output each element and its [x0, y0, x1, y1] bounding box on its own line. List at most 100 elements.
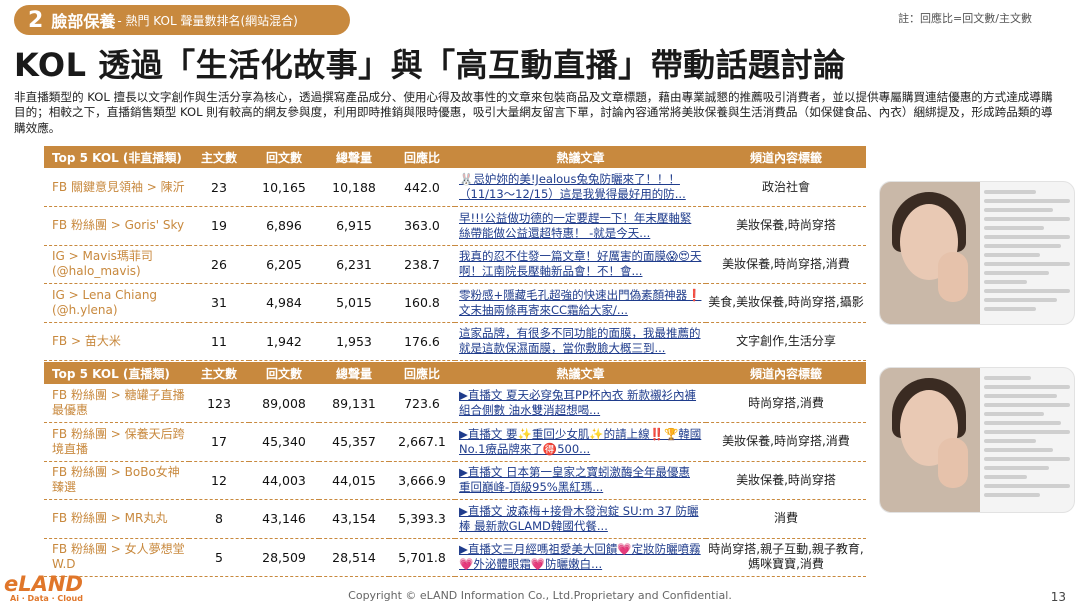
header-article: 熱議文章	[455, 362, 706, 384]
content-tag: 時尚穿搭,消費	[706, 384, 866, 423]
table-row: IG > Mavis瑪菲司 (@halo_mavis) 26 6,205 6,2…	[44, 245, 866, 284]
reply-count: 43,146	[249, 499, 319, 539]
main-count: 23	[189, 168, 249, 207]
header-kol: Top 5 KOL (直播類)	[44, 362, 189, 384]
header-tag: 頻道內容標籤	[706, 146, 866, 168]
kol-name: IG > Lena Chiang (@h.ylena)	[44, 283, 189, 323]
content-tag: 消費	[706, 499, 866, 539]
header-kol: Top 5 KOL (非直播類)	[44, 146, 189, 168]
table-header: Top 5 KOL (非直播類) 主文數 回文數 總聲量 回應比 熱議文章 頻道…	[44, 146, 866, 168]
table-row: FB 粉絲團 > Goris' Sky 19 6,896 6,915 363.0…	[44, 206, 866, 246]
kol-name: FB 粉絲團 > BoBo女神臻選	[44, 461, 189, 500]
kol-name: FB 粉絲團 > 保養天后跨境直播	[44, 422, 189, 462]
main-count: 123	[189, 384, 249, 423]
table-row: FB 粉絲團 > 糖罐子直播最優惠 123 89,008 89,131 723.…	[44, 384, 866, 423]
article-link[interactable]: 🐰忌妒妳的美!Jealous兔兔防曬來了！！！（11/13～12/15）這是我覺…	[459, 172, 686, 201]
description: 非直播類型的 KOL 擅長以文字創作與生活分享為核心，透過撰寫產品成分、使用心得…	[14, 90, 1053, 135]
article-link[interactable]: 我真的忍不住發一篇文章！好厲害的面膜😱😍天啊！江南院長壓軸新品會！不！會...	[459, 249, 702, 279]
ratio: 723.6	[389, 384, 455, 423]
main-count: 5	[189, 538, 249, 577]
total-count: 10,188	[319, 168, 389, 207]
main-count: 19	[189, 206, 249, 246]
kol-name: FB > 苗大米	[44, 322, 189, 361]
ratio: 160.8	[389, 283, 455, 323]
total-count: 44,015	[319, 461, 389, 500]
header-ratio: 回應比	[389, 146, 455, 168]
total-count: 6,231	[319, 245, 389, 284]
copyright: Copyright © eLAND Information Co., Ltd.P…	[348, 589, 732, 602]
kol-photo	[880, 368, 980, 512]
table-row: IG > Lena Chiang (@h.ylena) 31 4,984 5,0…	[44, 283, 866, 323]
article-link[interactable]: 這家品牌，有很多不同功能的面膜，我最推薦的就是這款保濕面膜，當你敷臉大概三到..…	[459, 326, 701, 356]
total-count: 6,915	[319, 206, 389, 246]
post-screenshot-image	[879, 181, 1075, 325]
header-total: 總聲量	[319, 362, 389, 384]
header-main: 主文數	[189, 362, 249, 384]
table-row: FB 粉絲團 > BoBo女神臻選 12 44,003 44,015 3,666…	[44, 461, 866, 500]
content-tag: 美妝保養,時尚穿搭,消費	[706, 245, 866, 284]
article-link[interactable]: 早!!!公益做功德的一定要趕一下！年末壓軸緊絲帶能做公益還超特惠！ -就是今天.…	[459, 210, 692, 240]
section-pill: 2 臉部保養 - 熱門 KOL 聲量數排名(網站混合)	[14, 5, 350, 35]
reply-count: 44,003	[249, 461, 319, 500]
content-tag: 美妝保養,時尚穿搭,消費	[706, 422, 866, 462]
post-screenshot-image	[879, 367, 1075, 513]
reply-count: 10,165	[249, 168, 319, 207]
content-tag: 美妝保養,時尚穿搭	[706, 461, 866, 500]
article-link[interactable]: ▶直播文 夏天必穿兔耳PP杯內衣 新款襯衫內褲組合側數 油水雙消超想喝...	[459, 388, 697, 417]
page-number: 13	[1050, 590, 1066, 604]
post-text-lines	[984, 376, 1070, 504]
main-count: 17	[189, 422, 249, 462]
content-tag: 時尚穿搭,親子互動,親子教育,媽咪寶寶,消費	[706, 538, 866, 577]
reply-count: 1,942	[249, 322, 319, 361]
main-count: 12	[189, 461, 249, 500]
article-link[interactable]: 零粉感+隱藏毛孔超強的快速出門偽素顏神器❗文末抽兩條再寄來CC霜給大家/...	[459, 287, 702, 317]
article-link[interactable]: ▶直播文 日本第一皇家之寶蚓激酶全年最優惠 重回巔峰-頂級95%黑紅瑪...	[459, 465, 690, 495]
content-tag: 美食,美妝保養,時尚穿搭,攝影	[706, 283, 866, 323]
total-count: 45,357	[319, 422, 389, 462]
reply-count: 89,008	[249, 384, 319, 423]
logo-tagline: Ai · Data · Cloud	[10, 594, 83, 603]
kol-photo	[880, 182, 980, 324]
kol-name: FB 粉絲團 > 糖罐子直播最優惠	[44, 384, 189, 423]
total-count: 1,953	[319, 322, 389, 361]
reply-count: 45,340	[249, 422, 319, 462]
reply-count: 28,509	[249, 538, 319, 577]
article-link[interactable]: ▶直播文 要✨重回少女肌✨的請上線‼️🏆韓國No.1療品牌來了🉐500...	[459, 426, 702, 456]
section-subtitle: - 熱門 KOL 聲量數排名(網站混合)	[117, 13, 298, 28]
section-number: 2	[28, 7, 44, 33]
total-count: 89,131	[319, 384, 389, 423]
table-row: FB 關鍵意見領袖 > 陳沂 23 10,165 10,188 442.0 🐰忌…	[44, 168, 866, 207]
header-reply: 回文數	[249, 146, 319, 168]
ratio: 3,666.9	[389, 461, 455, 500]
total-count: 43,154	[319, 499, 389, 539]
ratio: 5,701.8	[389, 538, 455, 577]
kol-name: FB 關鍵意見領袖 > 陳沂	[44, 168, 189, 207]
header-reply: 回文數	[249, 362, 319, 384]
kol-name: FB 粉絲團 > Goris' Sky	[44, 206, 189, 246]
table-row: FB 粉絲團 > 女人夢想堂 W.D 5 28,509 28,514 5,701…	[44, 538, 866, 577]
section-name: 臉部保養	[51, 12, 116, 31]
main-count: 31	[189, 283, 249, 323]
ratio: 442.0	[389, 168, 455, 207]
header-total: 總聲量	[319, 146, 389, 168]
reply-count: 6,896	[249, 206, 319, 246]
ratio: 363.0	[389, 206, 455, 246]
kol-name: FB 粉絲團 > 女人夢想堂 W.D	[44, 538, 189, 577]
main-count: 8	[189, 499, 249, 539]
header-ratio: 回應比	[389, 362, 455, 384]
main-count: 26	[189, 245, 249, 284]
header-main: 主文數	[189, 146, 249, 168]
table-header: Top 5 KOL (直播類) 主文數 回文數 總聲量 回應比 熱議文章 頻道內…	[44, 362, 866, 384]
ratio: 176.6	[389, 322, 455, 361]
content-tag: 文字創作,生活分享	[706, 322, 866, 361]
note: 註：回應比=回文數/主文數	[898, 12, 1032, 25]
eland-logo: eLAND Ai · Data · Cloud	[4, 572, 83, 603]
table-row: FB 粉絲團 > 保養天后跨境直播 17 45,340 45,357 2,667…	[44, 422, 866, 462]
content-tag: 政治社會	[706, 168, 866, 207]
article-link[interactable]: ▶直播文三月經嗎祖愛美大回饋💗定妝防曬噴霧💗外泌體眼霜💗防曬嫩白...	[459, 542, 701, 572]
article-link[interactable]: ▶直播文 波森梅+接骨木發泡錠 SU:m 37 防曬棒 最新款GLAMD韓國代餐…	[459, 503, 699, 533]
header-tag: 頻道內容標籤	[706, 362, 866, 384]
kol-name: FB 粉絲團 > MR丸丸	[44, 499, 189, 539]
total-count: 5,015	[319, 283, 389, 323]
reply-count: 6,205	[249, 245, 319, 284]
